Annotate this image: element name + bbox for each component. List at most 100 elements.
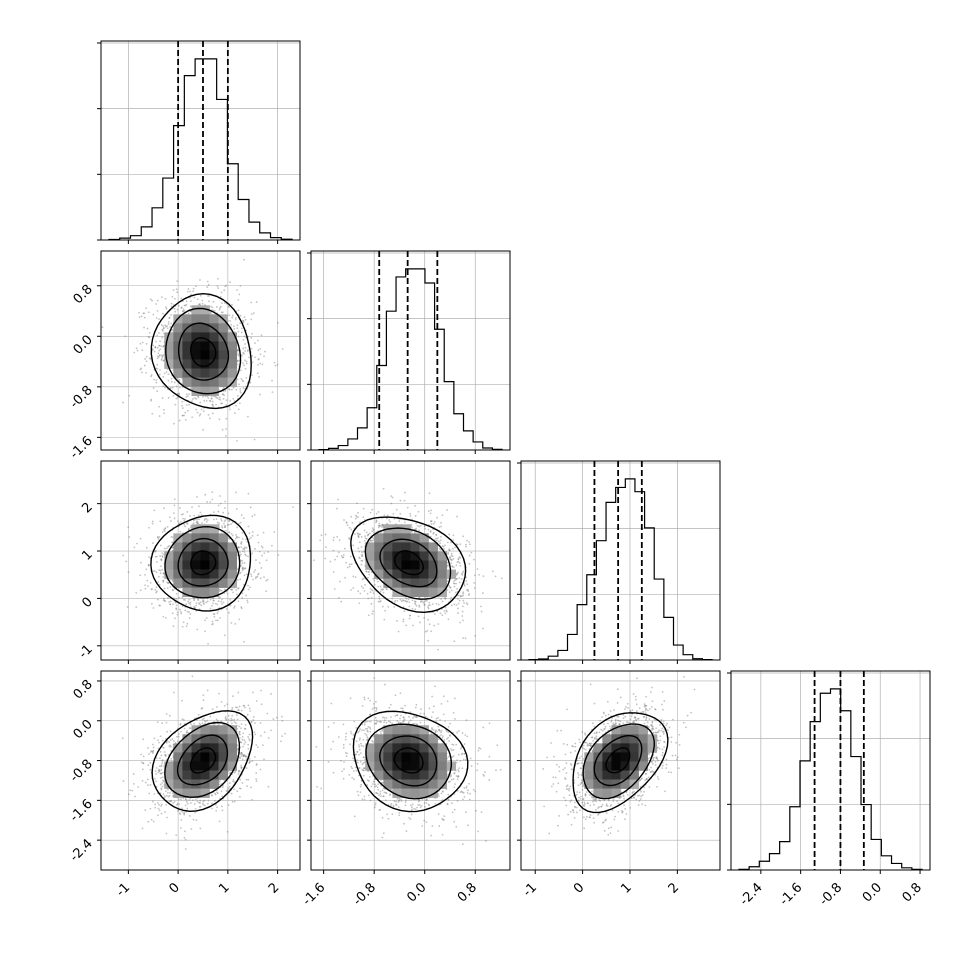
y-tick-label: 0.8	[71, 282, 96, 307]
scatter-point	[239, 314, 242, 317]
scatter-point	[223, 506, 226, 509]
scatter-point	[207, 642, 209, 645]
density-cell	[182, 341, 192, 351]
scatter-point	[139, 342, 142, 345]
scatter-point	[357, 590, 360, 593]
scatter-point	[158, 415, 161, 418]
scatter-point	[252, 312, 255, 315]
scatter-point	[150, 375, 153, 378]
scatter-point	[235, 316, 237, 319]
scatter-point	[462, 535, 465, 538]
scatter-point	[241, 319, 244, 322]
scatter-point	[153, 509, 156, 512]
scatter-point	[211, 397, 213, 400]
scatter-point	[364, 583, 366, 586]
scatter-point	[186, 610, 189, 613]
density-cell	[200, 314, 210, 324]
scatter-point	[254, 356, 256, 359]
scatter-point	[271, 391, 274, 393]
density-cell	[182, 359, 192, 369]
scatter-point	[164, 324, 167, 327]
scatter-point	[474, 574, 476, 577]
density-cell	[182, 350, 192, 360]
scatter-point	[171, 386, 174, 389]
scatter-point	[157, 575, 160, 578]
scatter-point	[340, 600, 343, 603]
scatter-point	[189, 305, 192, 308]
scatter-point	[162, 580, 165, 583]
scatter-point	[144, 573, 146, 576]
scatter-point	[245, 594, 248, 597]
scatter-point	[265, 559, 268, 562]
scatter-point	[188, 598, 191, 601]
scatter-point	[462, 619, 464, 622]
scatter-point	[148, 331, 151, 334]
scatter-point	[242, 517, 245, 519]
scatter-point	[257, 339, 259, 342]
scatter-point	[157, 352, 160, 355]
scatter-point	[219, 305, 222, 308]
scatter-point	[172, 589, 175, 592]
scatter-point	[205, 399, 208, 402]
scatter-point	[250, 313, 253, 315]
scatter-point	[354, 576, 357, 579]
scatter-point	[390, 502, 393, 505]
scatter-point	[173, 517, 176, 520]
scatter-point	[414, 504, 416, 507]
scatter-point	[408, 617, 411, 620]
scatter-point	[399, 499, 402, 502]
scatter-point	[186, 511, 189, 513]
scatter-point	[154, 570, 156, 572]
scatter-point	[390, 495, 393, 498]
scatter-point	[181, 414, 184, 417]
scatter-point	[160, 345, 163, 348]
scatter-point	[182, 308, 185, 311]
scatter-point	[201, 299, 204, 302]
histogram-step	[318, 268, 503, 450]
scatter-point	[437, 648, 439, 651]
scatter-point	[258, 358, 260, 360]
scatter-point	[244, 346, 247, 349]
scatter-point	[251, 332, 253, 335]
scatter-point	[212, 309, 214, 312]
scatter-point	[336, 507, 338, 510]
scatter-point	[239, 390, 242, 392]
scatter-point	[159, 569, 162, 572]
scatter-point	[162, 599, 165, 601]
scatter-point	[178, 378, 181, 381]
scatter-point	[257, 358, 260, 361]
scatter-point	[244, 567, 247, 570]
scatter-point	[274, 364, 277, 367]
scatter-point	[151, 299, 153, 302]
scatter-point	[195, 521, 198, 524]
scatter-point	[195, 521, 198, 523]
scatter-point	[276, 321, 279, 324]
scatter-point	[249, 573, 252, 576]
scatter-point	[247, 588, 250, 591]
scatter-point	[305, 570, 307, 572]
scatter-point	[429, 520, 432, 523]
scatter-point	[229, 281, 231, 284]
scatter-point	[465, 602, 468, 604]
scatter-point	[391, 496, 394, 499]
scatter-point	[158, 536, 161, 538]
scatter-point	[243, 364, 245, 367]
scatter-point	[127, 571, 130, 574]
scatter-point	[141, 371, 143, 374]
scatter-point	[216, 619, 219, 622]
scatter-point	[350, 515, 353, 518]
scatter-point	[377, 511, 380, 513]
scatter-point	[369, 587, 372, 590]
scatter-point	[348, 537, 350, 540]
scatter-point	[246, 415, 249, 418]
scatter-point	[166, 525, 169, 528]
scatter-point	[233, 605, 236, 608]
density-cell	[209, 377, 219, 387]
scatter-point	[171, 541, 174, 544]
y-tick-label: 0	[79, 595, 95, 611]
scatter-point	[427, 639, 430, 642]
scatter-point	[149, 581, 152, 584]
scatter-point	[162, 326, 165, 329]
scatter-point	[245, 573, 248, 576]
